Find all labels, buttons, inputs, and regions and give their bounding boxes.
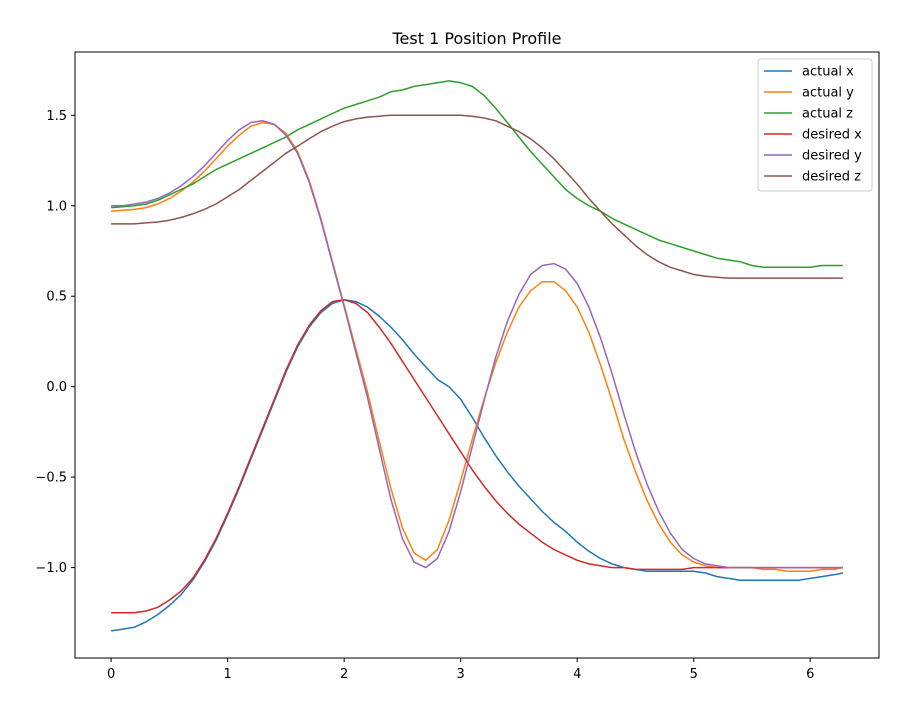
legend-label: actual z (802, 107, 853, 122)
legend-label: desired x (802, 128, 862, 143)
y-tick-label: 0.5 (46, 290, 67, 305)
series-layer (110, 80, 844, 632)
x-tick-label: 2 (340, 667, 348, 682)
series-line-actual-y (111, 121, 844, 572)
legend-label: desired y (802, 149, 862, 164)
y-axis: −1.0 −0.5 0.0 0.5 1.0 1.5 (35, 109, 75, 576)
x-tick-label: 5 (690, 667, 698, 682)
series-line-desired-x (111, 299, 843, 614)
x-tick-label: 0 (107, 667, 115, 682)
series-line-desired-y (111, 119, 843, 569)
legend-label: actual y (802, 86, 854, 101)
y-tick-label: −0.5 (35, 471, 67, 486)
series-line-desired-z (111, 114, 843, 279)
y-tick-label: −1.0 (35, 561, 67, 576)
x-tick-label: 4 (573, 667, 581, 682)
y-tick-label: 1.0 (46, 199, 67, 214)
x-axis: 0 1 2 3 4 5 6 (107, 658, 814, 682)
series-line-actual-x (110, 299, 844, 632)
y-tick-label: 1.5 (46, 109, 67, 124)
legend-label: actual x (802, 65, 854, 80)
chart-title: Test 1 Position Profile (392, 29, 562, 48)
legend-label: desired z (802, 170, 861, 185)
y-tick-label: 0.0 (46, 380, 67, 395)
x-tick-label: 1 (224, 667, 232, 682)
plot-frame (74, 51, 880, 659)
series-line-actual-z (111, 80, 843, 269)
legend: actual x actual y actual z desired x desired… (757, 58, 873, 192)
x-tick-label: 6 (806, 667, 814, 682)
x-tick-label: 3 (457, 667, 465, 682)
